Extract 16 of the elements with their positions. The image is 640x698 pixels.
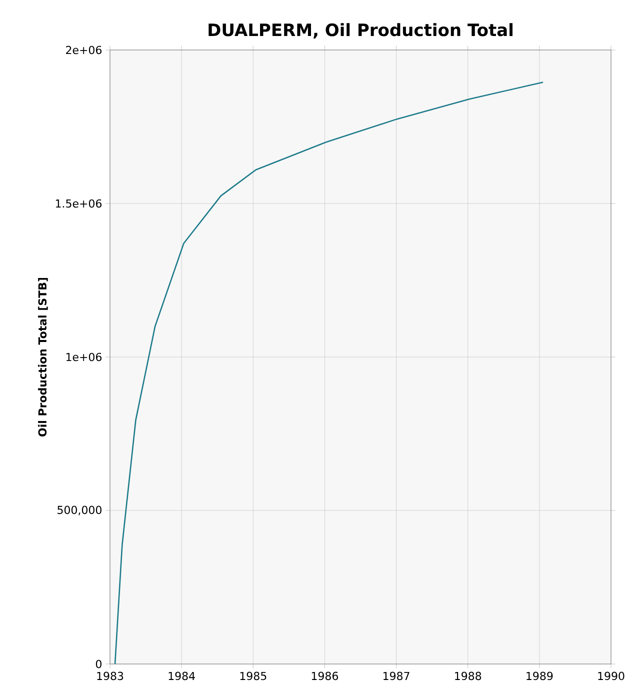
chart-title: DUALPERM, Oil Production Total (208, 23, 513, 38)
y-tick-label: 500,000 (58, 506, 102, 516)
x-tick-label: 1989 (526, 672, 553, 680)
y-tick-label: 1.5e+06 (56, 199, 102, 208)
x-tick-label: 1984 (168, 672, 195, 680)
y-tick-label: 0 (96, 660, 102, 668)
x-tick-label: 1986 (312, 672, 338, 680)
x-tick-label: 1987 (383, 672, 410, 680)
y-tick-label: 1e+06 (66, 352, 102, 362)
line-series (114, 82, 544, 664)
x-tick-label: 1988 (455, 672, 482, 680)
x-tick-label: 1990 (598, 672, 624, 680)
x-tick-label: 1985 (240, 672, 266, 680)
y-tick-label: 2e+06 (66, 46, 102, 54)
x-tick-label: 1983 (97, 672, 124, 680)
y-axis-title: Oil Production Total [STB] (38, 278, 48, 436)
